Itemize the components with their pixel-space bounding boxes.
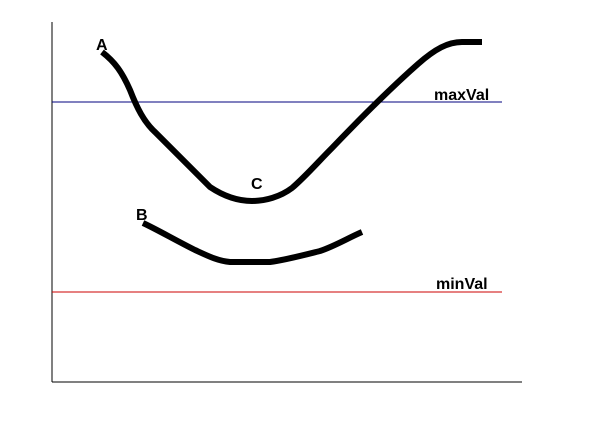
curve-a [100, 39, 482, 204]
point-label-c: C [251, 176, 263, 193]
min-threshold-label: minVal [436, 276, 488, 293]
max-threshold-label: maxVal [434, 87, 489, 104]
point-label-a: A [96, 37, 108, 54]
point-label-b: B [136, 207, 148, 224]
curve-b [141, 220, 364, 265]
